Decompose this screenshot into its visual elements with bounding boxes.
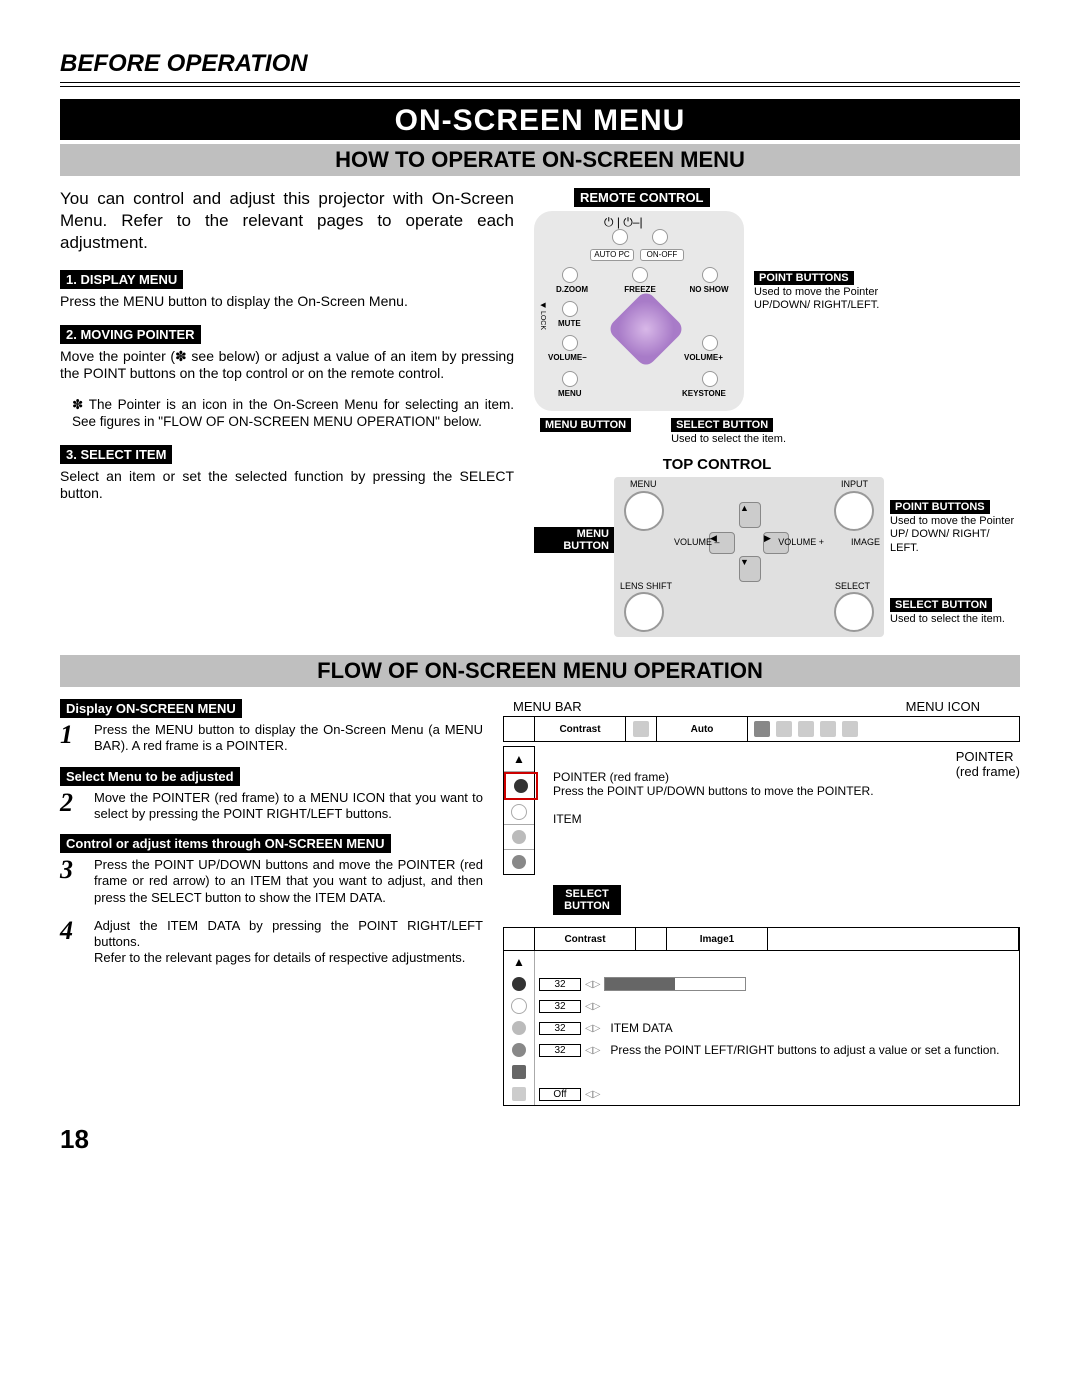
step-num-4: 4	[60, 918, 84, 967]
section2-banner: FLOW OF ON-SCREEN MENU OPERATION	[60, 655, 1020, 687]
top-control-diagram: MENU INPUT ▲ ▼ ◀ ▶ VOLUME – VOLUME + IMA…	[614, 477, 884, 637]
header-rule	[60, 82, 1020, 87]
item-label: ITEM	[553, 812, 1020, 826]
pointer-text1: POINTER (red frame)	[553, 770, 1020, 784]
step-num-2: 2	[60, 790, 84, 823]
point-buttons-text-1: Used to move the Pointer UP/DOWN/ RIGHT/…	[754, 286, 904, 312]
page-number: 18	[60, 1124, 1020, 1155]
step-num-1: 1	[60, 722, 84, 755]
point-buttons-label-1: POINT BUTTONS	[754, 271, 854, 285]
menubar-1: Contrast Auto	[503, 716, 1020, 742]
select-button-text-1: Used to select the item.	[671, 433, 786, 446]
flow-s2: Move the POINTER (red frame) to a MENU I…	[94, 790, 483, 823]
menubar-2: Contrast Image1	[503, 927, 1020, 951]
menuicon-label: MENU ICON	[906, 699, 980, 714]
point-buttons-label-2: POINT BUTTONS	[890, 500, 990, 514]
pointer-text2: Press the POINT UP/DOWN buttons to move …	[553, 784, 1020, 798]
select-button-label-2: SELECT BUTTON	[890, 598, 992, 612]
select-button-text-2: Used to select the item.	[890, 613, 1020, 626]
flow-s1: Press the MENU button to display the On-…	[94, 722, 483, 755]
step1-text: Press the MENU button to display the On-…	[60, 293, 514, 311]
remote-control-label: REMOTE CONTROL	[574, 188, 710, 207]
point-buttons-text-2: Used to move the Pointer UP/ DOWN/ RIGHT…	[890, 515, 1020, 555]
menu-button-label-2: MENU BUTTON	[534, 527, 614, 553]
itemdata-text: Press the POINT LEFT/RIGHT buttons to ad…	[604, 1043, 1019, 1057]
flow-s4: Adjust the ITEM DATA by pressing the POI…	[94, 918, 483, 967]
main-title-banner: ON-SCREEN MENU	[60, 99, 1020, 140]
select-button-label-1: SELECT BUTTON	[671, 418, 773, 432]
step1-label: 1. DISPLAY MENU	[60, 270, 183, 289]
pointer-label: POINTER(red frame)	[956, 749, 1020, 779]
page-header: BEFORE OPERATION	[60, 50, 1020, 78]
itemdata-label: ITEM DATA	[610, 1021, 672, 1035]
sidebar-menu-1: ▲	[503, 746, 535, 875]
intro-text: You can control and adjust this projecto…	[60, 188, 514, 254]
select-button-box: SELECTBUTTON	[553, 885, 621, 915]
step3-label: 3. SELECT ITEM	[60, 445, 172, 464]
data-rows: 32 ◁▷ 32 ◁▷ 32 ◁▷ ITEM DATA	[535, 951, 1019, 1105]
flow-h3: Control or adjust items through ON-SCREE…	[60, 834, 391, 853]
remote-nav-icon	[606, 289, 685, 368]
step-num-3: 3	[60, 857, 84, 906]
step2-label: 2. MOVING POINTER	[60, 325, 201, 344]
step2-note: ✽ The Pointer is an icon in the On-Scree…	[72, 397, 514, 431]
remote-diagram: ⏻ | ⏻–| AUTO PC ON-OFF D.ZOOM FREEZE NO …	[534, 211, 744, 411]
sidebar-menu-2: ▲	[504, 951, 535, 1105]
flow-h2: Select Menu to be adjusted	[60, 767, 240, 786]
flow-s3: Press the POINT UP/DOWN buttons and move…	[94, 857, 483, 906]
flow-h1: Display ON-SCREEN MENU	[60, 699, 242, 718]
section1-banner: HOW TO OPERATE ON-SCREEN MENU	[60, 144, 1020, 176]
menubar-label: MENU BAR	[513, 699, 582, 714]
step2-text: Move the pointer (✽ see below) or adjust…	[60, 348, 514, 383]
top-control-label: TOP CONTROL	[414, 456, 1020, 473]
menu-button-label-1: MENU BUTTON	[540, 418, 631, 432]
